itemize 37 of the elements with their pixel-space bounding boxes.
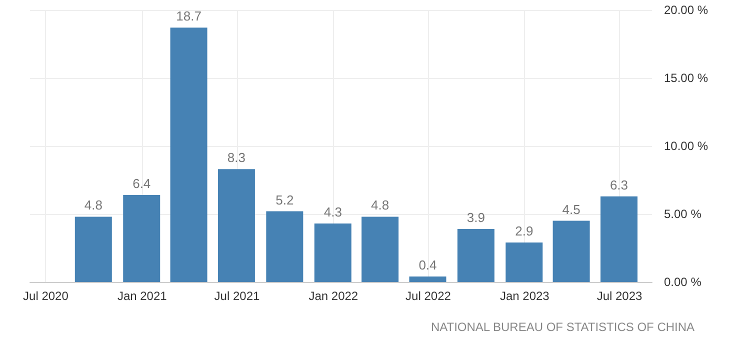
x-tick-label: Jul 2020 <box>23 289 69 303</box>
data-label: 18.7 <box>176 8 202 24</box>
data-label: 6.4 <box>132 176 151 191</box>
x-tick-label: Jan 2023 <box>500 289 550 303</box>
y-tick-label: 10.00 % <box>664 139 708 153</box>
x-tick-label: Jan 2022 <box>308 289 358 303</box>
bar <box>123 194 160 282</box>
data-label: 8.3 <box>227 150 246 166</box>
bar <box>218 169 255 282</box>
text: NATIONAL BUREAU OF STATISTICS OF CHINA <box>430 320 695 334</box>
bar <box>506 242 543 282</box>
data-label: 6.3 <box>610 177 628 192</box>
bar <box>74 216 112 282</box>
y-tick-label: 20.00 % <box>664 3 708 17</box>
data-label: 2.9 <box>515 224 534 239</box>
data-label: 3.9 <box>466 210 485 225</box>
bar <box>362 216 399 282</box>
data-label: 4.3 <box>324 204 342 220</box>
bar <box>314 224 352 282</box>
bar <box>457 228 494 282</box>
data-label: 4.8 <box>84 198 102 213</box>
y-tick-label: 15.00 % <box>664 71 708 85</box>
data-label: 4.5 <box>562 202 580 217</box>
bar <box>266 211 304 282</box>
bar <box>600 196 638 282</box>
y-tick-label: 0.00 % <box>664 275 702 289</box>
x-tick-label: Jul 2022 <box>406 289 452 303</box>
x-tick-label: Jul 2023 <box>596 289 643 303</box>
bar <box>170 28 208 282</box>
bar <box>409 276 446 282</box>
data-label: 5.2 <box>276 192 294 208</box>
y-tick-label: 5.00 % <box>664 207 702 221</box>
x-tick-label: Jan 2021 <box>117 289 168 303</box>
bar <box>552 220 590 282</box>
data-label: 0.4 <box>418 258 437 273</box>
x-tick-label: Jul 2021 <box>214 289 260 303</box>
data-label: 4.8 <box>371 198 390 213</box>
